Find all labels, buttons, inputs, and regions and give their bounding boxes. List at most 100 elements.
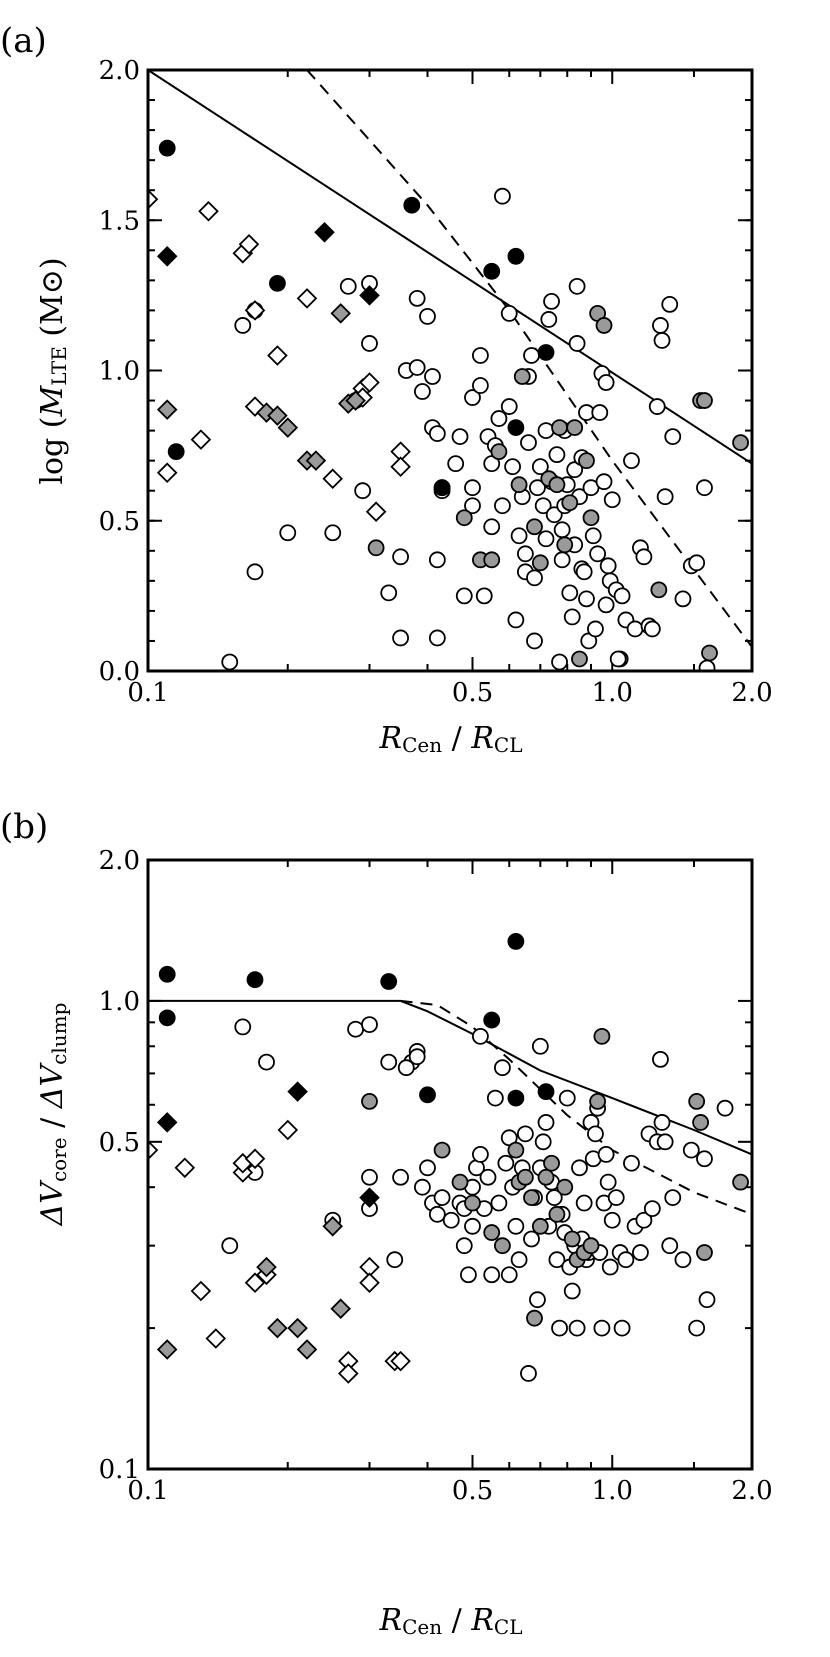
- open-diamond-point: [244, 1148, 266, 1170]
- panel-a-y-axis-title: log (MLTE (M⊙): [35, 257, 71, 484]
- open-circle-point: [392, 1168, 409, 1186]
- open-circle-point: [688, 554, 706, 572]
- open-circle-point: [361, 335, 378, 352]
- grey-circle-point: [650, 581, 668, 599]
- open-circle-point: [537, 1114, 555, 1131]
- open-circle-point: [494, 497, 511, 515]
- x-tick-label: 2.0: [731, 678, 772, 708]
- y-tick-label: 1.5: [99, 206, 140, 236]
- open-circle-point: [428, 425, 446, 443]
- open-circle-point: [520, 434, 537, 452]
- plot-frame: [146, 858, 754, 1471]
- open-circle-point: [716, 1099, 734, 1117]
- panel-b-x-axis-title: RCen / RCL: [379, 1603, 523, 1639]
- grey-circle-point: [701, 644, 718, 662]
- open-circle-point: [551, 1319, 568, 1337]
- open-circle-point: [442, 1211, 460, 1229]
- open-circle-point: [534, 1133, 552, 1151]
- open-circle-point: [361, 1016, 378, 1033]
- open-circle-point: [424, 368, 441, 385]
- open-circle-point: [497, 1154, 515, 1172]
- open-circle-point: [568, 335, 586, 352]
- black-diamond-point: [359, 1187, 380, 1208]
- black-circle-point: [419, 1086, 436, 1104]
- grey-circle-point: [526, 518, 543, 536]
- black-diamond-point: [156, 1112, 178, 1133]
- open-diamond-point: [365, 501, 387, 522]
- panel-a: (a) 0.1 0.5 1.0 2.0 0.0 0.5 1.0 1.5 2.0 RCen / R…: [0, 21, 773, 757]
- open-circle-point: [408, 289, 426, 307]
- open-circle-point: [664, 428, 682, 446]
- grey-circle-point: [578, 452, 595, 470]
- open-circle-point: [545, 506, 563, 524]
- open-circle-point: [529, 1291, 546, 1309]
- panel-b-plot: 0.1 0.5 1.0 2.0 0.1 0.5 1.0 2.0: [99, 846, 773, 1506]
- open-circle-point: [472, 1027, 489, 1045]
- black-circle-point: [537, 1083, 555, 1101]
- grey-circle-point: [582, 509, 600, 527]
- open-circle-point: [578, 590, 595, 608]
- grey-circle-point: [688, 1092, 706, 1110]
- black-circle-point: [483, 262, 501, 280]
- open-circle-point: [653, 332, 671, 349]
- grey-circle-point: [483, 551, 501, 569]
- grey-diamond-point: [156, 1339, 178, 1360]
- y-tick-label: 1.0: [99, 987, 140, 1017]
- open-circle-point: [548, 1251, 566, 1269]
- grey-diamond-point: [296, 1339, 318, 1360]
- open-circle-point: [529, 479, 546, 497]
- open-circle-point: [566, 461, 584, 479]
- open-diamond-point: [238, 234, 260, 255]
- open-circle-point: [221, 1237, 239, 1255]
- open-circle-point: [510, 527, 528, 545]
- open-circle-point: [613, 587, 631, 605]
- open-circle-point: [537, 422, 555, 440]
- solid-line: [148, 70, 752, 465]
- open-diamond-point: [390, 1350, 411, 1372]
- grey-circle-point: [696, 392, 713, 409]
- grey-circle-point: [543, 1154, 560, 1172]
- open-circle-point: [221, 653, 239, 671]
- open-circle-point: [661, 295, 679, 313]
- open-circle-point: [653, 1114, 671, 1131]
- grey-circle-point: [531, 1217, 549, 1235]
- open-circle-point: [380, 584, 398, 602]
- grey-circle-point: [361, 1092, 378, 1110]
- grey-circle-point: [561, 494, 579, 512]
- grey-circle-point: [490, 443, 508, 461]
- open-circle-point: [531, 1037, 549, 1055]
- open-diamond-point: [190, 1280, 212, 1302]
- open-circle-point: [587, 620, 604, 638]
- open-circle-point: [483, 1266, 501, 1284]
- open-diamond-point: [359, 1272, 380, 1293]
- open-circle-point: [584, 527, 602, 545]
- open-circle-point: [568, 277, 586, 295]
- y-tick-label: 0.0: [99, 657, 140, 687]
- open-circle-point: [386, 1251, 404, 1269]
- grey-diamond-point: [256, 1256, 277, 1278]
- open-diamond-point: [390, 456, 411, 477]
- grey-circle-point: [548, 476, 566, 494]
- grey-circle-point: [526, 1309, 543, 1327]
- open-circle-point: [534, 497, 552, 515]
- grey-circle-point: [551, 419, 568, 436]
- open-circle-point: [494, 1059, 511, 1077]
- open-circle-point: [643, 620, 661, 638]
- open-diamond-point: [322, 468, 343, 489]
- open-circle-point: [623, 452, 640, 470]
- grey-circle-point: [595, 317, 613, 334]
- open-circle-point: [361, 1168, 378, 1186]
- open-circle-point: [551, 653, 568, 671]
- y-tick-label: 0.1: [99, 1455, 140, 1485]
- open-circle-point: [347, 1020, 364, 1038]
- black-circle-point: [483, 1011, 501, 1029]
- open-circle-point: [587, 1125, 604, 1143]
- open-circle-point: [543, 292, 560, 310]
- open-circle-point: [568, 1319, 586, 1337]
- open-circle-point: [607, 1189, 625, 1207]
- open-circle-point: [597, 1145, 615, 1163]
- open-circle-point: [397, 1059, 415, 1077]
- grey-diamond-point: [322, 1216, 343, 1237]
- open-circle-point: [656, 488, 674, 506]
- open-circle-point: [428, 1205, 446, 1223]
